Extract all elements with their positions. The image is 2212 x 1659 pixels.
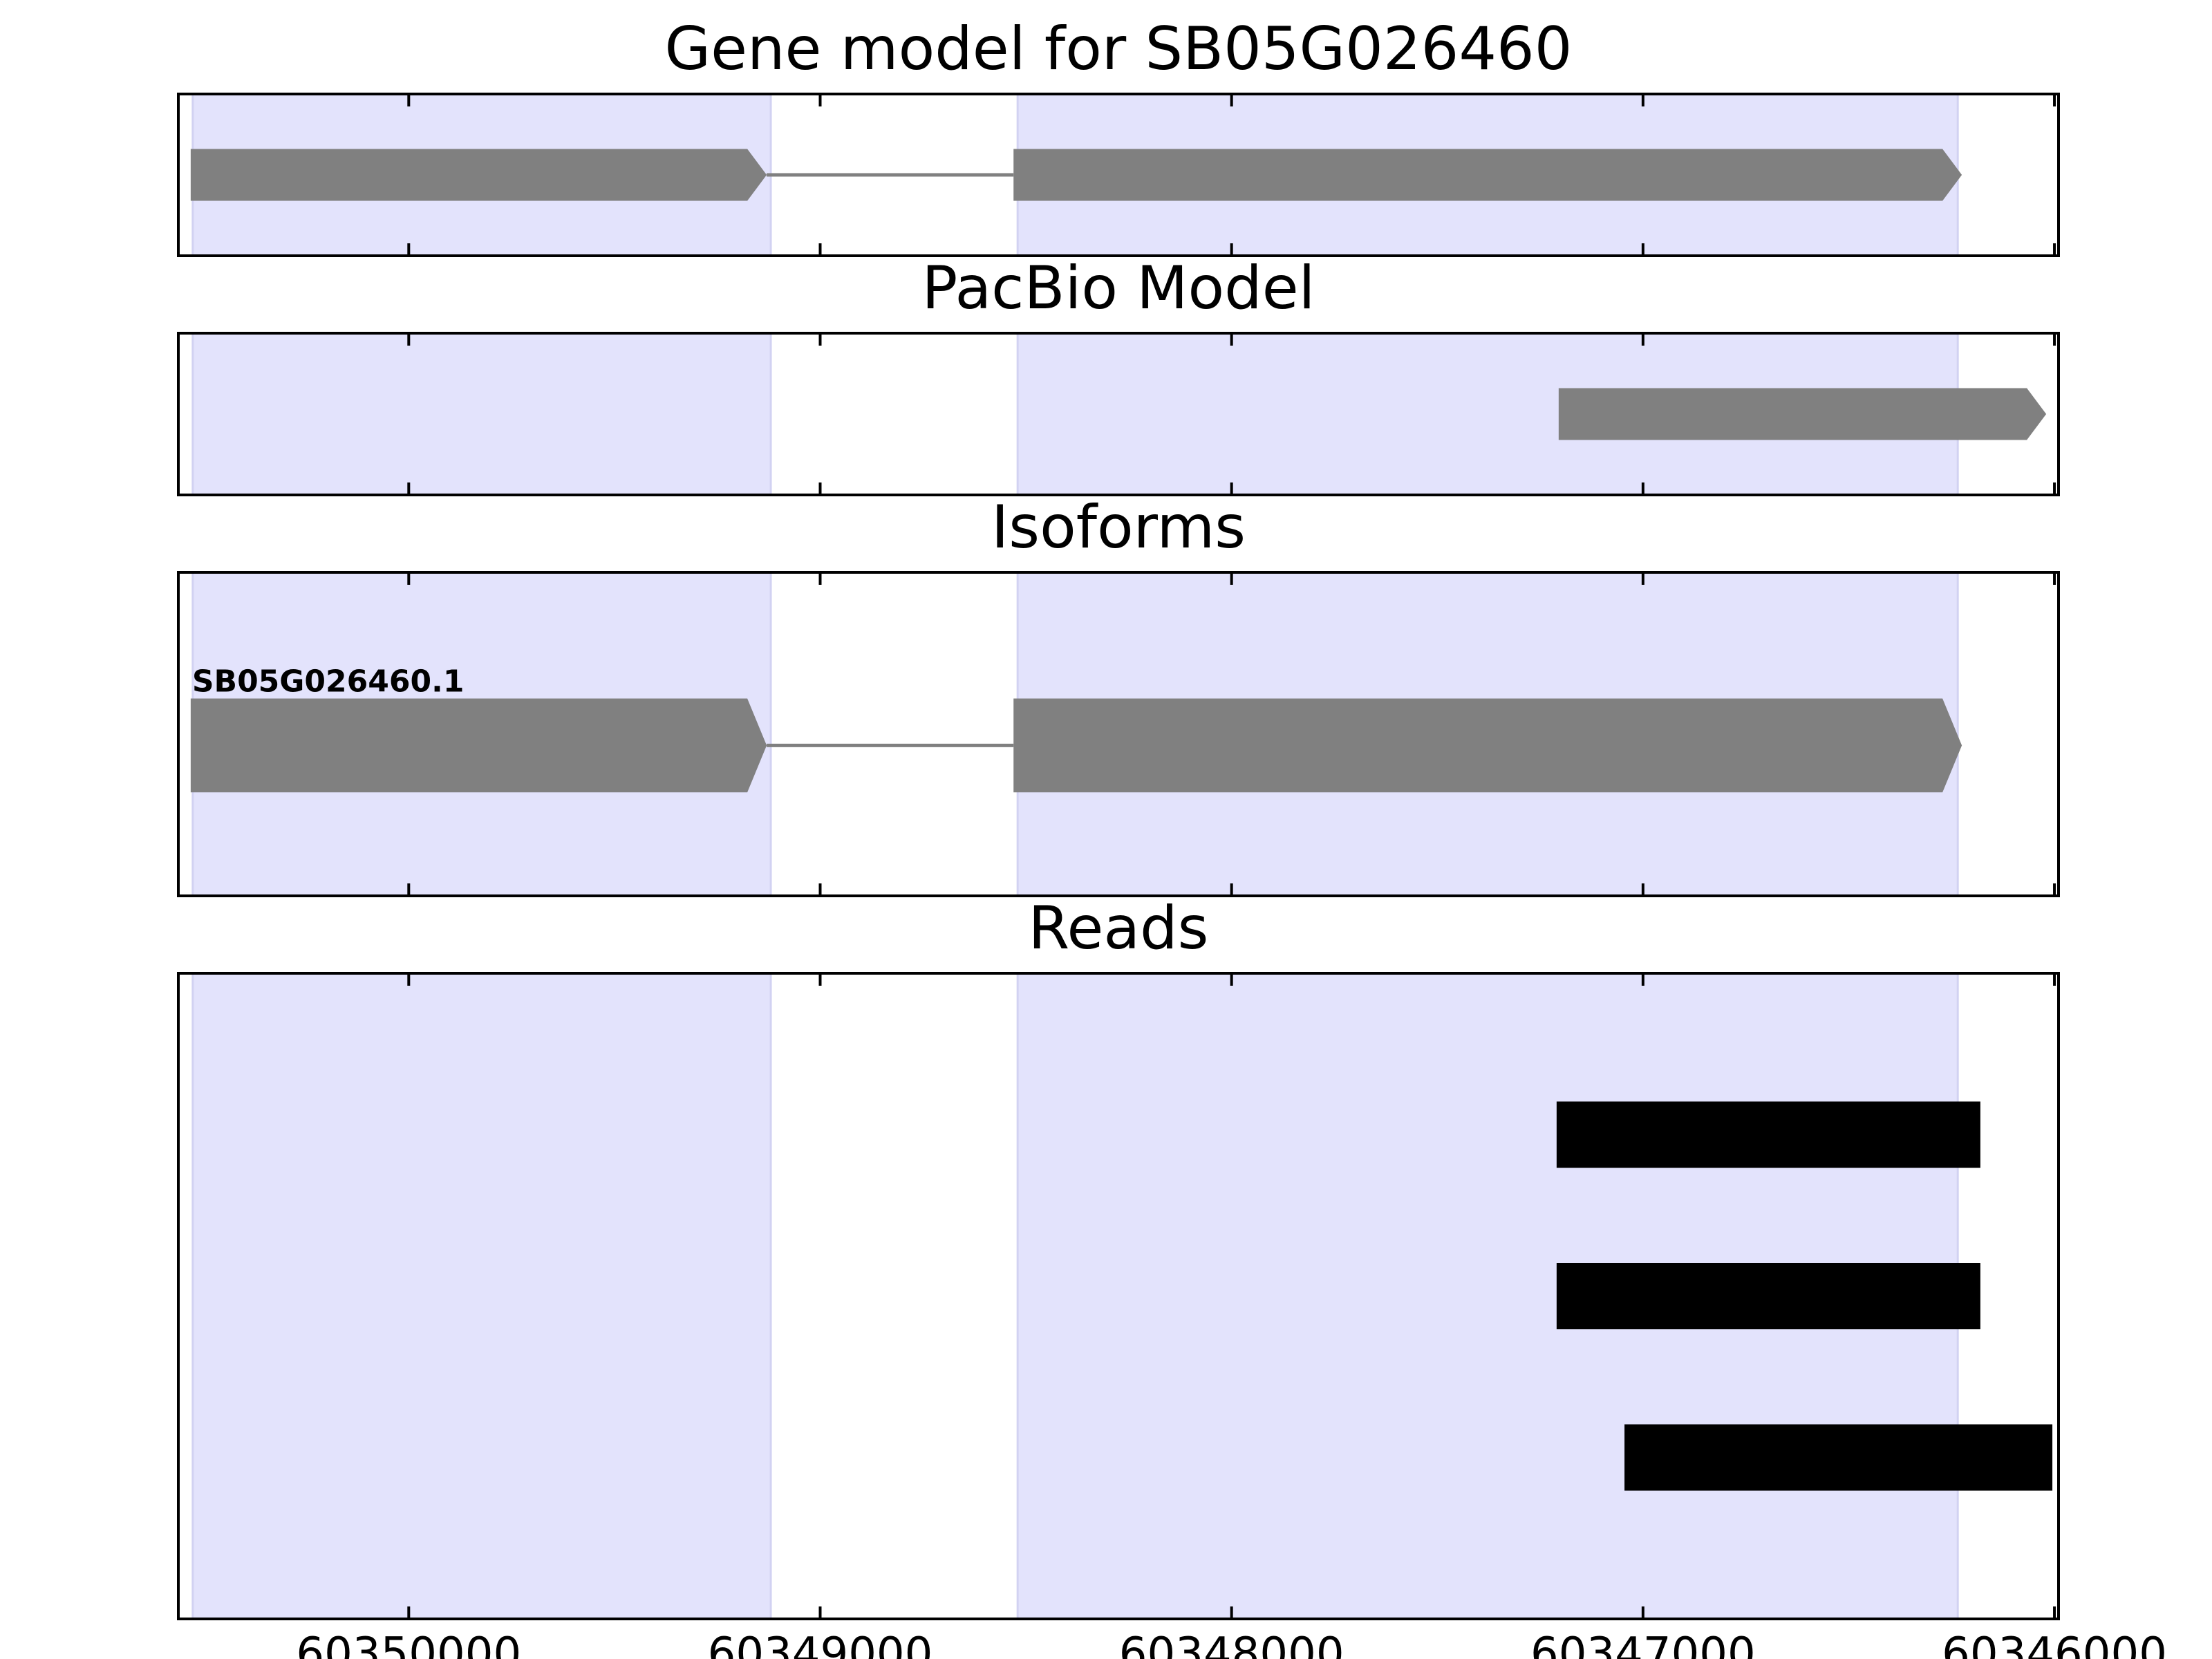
panel-3: Reads 60350000 60349000 60348000 60347000 603… — [177, 894, 2167, 1659]
gene-model-exon-0 — [1558, 388, 2047, 440]
panel-title: Reads — [1029, 894, 1209, 963]
tick-label: 60349000 — [708, 1629, 933, 1659]
isoform-0-exon-2 — [1013, 698, 1962, 793]
gene-model-exon-0 — [190, 149, 767, 201]
tick-label: 60347000 — [1530, 1629, 1756, 1659]
panel-0: Gene model for SB05G026460 — [177, 15, 2060, 257]
tick-label: 60348000 — [1119, 1629, 1344, 1659]
panel-title: Gene model for SB05G026460 — [665, 15, 1573, 84]
tick-label: 60346000 — [1942, 1629, 2167, 1659]
read-1 — [1556, 1263, 1980, 1329]
isoform-label: SB05G026460.1 — [192, 664, 465, 700]
read-0 — [1556, 1101, 1980, 1168]
panel-title: PacBio Model — [921, 254, 1315, 323]
panel-title: Isoforms — [991, 493, 1246, 562]
read-2 — [1624, 1424, 2053, 1491]
panel-2: Isoforms SB05G026460.1 — [177, 493, 2060, 897]
tick-label: 60350000 — [296, 1629, 521, 1659]
exon-band-0 — [191, 972, 772, 1620]
panel-1: PacBio Model — [177, 254, 2060, 496]
panel-frame — [177, 93, 2060, 257]
panel-frame — [177, 571, 2060, 897]
panel-frame — [177, 332, 2060, 496]
isoform-0-exon-0 — [190, 698, 767, 793]
panel-frame — [177, 972, 2060, 1620]
exon-band-0 — [191, 332, 772, 496]
gene-model-exon-2 — [1013, 149, 1962, 201]
